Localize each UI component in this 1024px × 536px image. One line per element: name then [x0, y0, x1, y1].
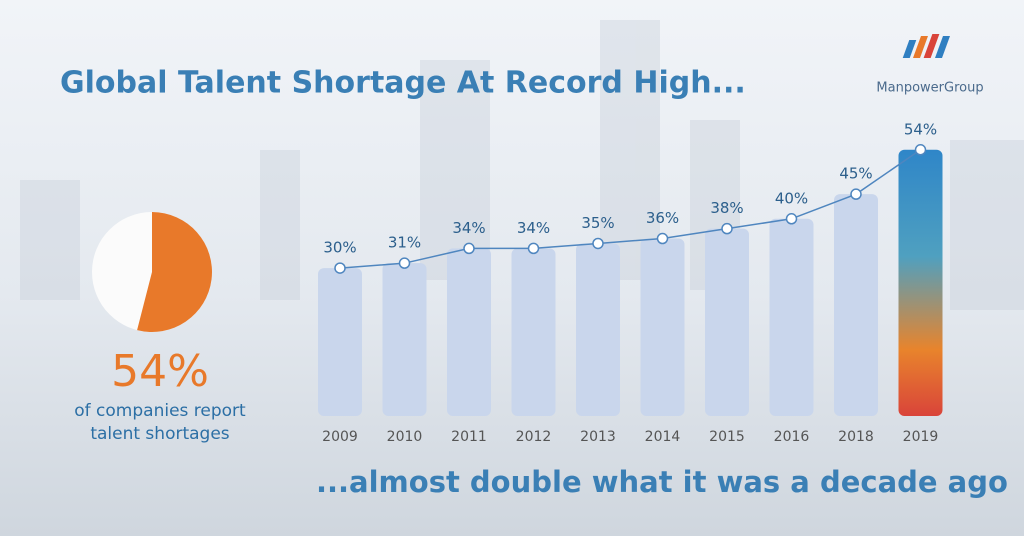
- x-tick-label: 2015: [709, 429, 745, 445]
- caption: of companies report: [74, 401, 246, 421]
- x-tick-label: 2009: [322, 429, 358, 445]
- highlight-value: 54%: [111, 346, 209, 397]
- value-label: 34%: [452, 219, 485, 237]
- x-tick-label: 2012: [516, 429, 552, 445]
- bar: [898, 149, 943, 416]
- value-label: 38%: [710, 199, 743, 217]
- x-tick-label: 2016: [774, 429, 810, 445]
- point: [721, 222, 733, 235]
- value-label: 35%: [581, 214, 614, 232]
- bar: [511, 248, 556, 416]
- value-label: 54%: [904, 120, 937, 138]
- bar: [705, 228, 749, 416]
- bar: [576, 243, 620, 416]
- point: [463, 242, 475, 255]
- point: [527, 242, 540, 255]
- point: [850, 188, 862, 200]
- point: [398, 257, 411, 269]
- bar: [834, 194, 878, 416]
- chart-title: Global Talent Shortage At Record High...: [60, 66, 746, 101]
- value-label: 36%: [646, 209, 679, 227]
- caption: talent shortages: [90, 424, 229, 444]
- bar: [318, 268, 362, 416]
- value-label: 40%: [775, 189, 808, 207]
- trend-line: [339, 149, 921, 269]
- x-tick-label: 2014: [645, 429, 681, 445]
- bar: [769, 218, 814, 416]
- x-tick-label: 2011: [451, 429, 487, 445]
- subtitle: ...almost double what it was a decade ag…: [316, 465, 1008, 499]
- point: [592, 237, 604, 250]
- point: [334, 262, 346, 274]
- bar: [640, 238, 685, 416]
- value-label: 45%: [839, 165, 872, 183]
- point: [785, 213, 798, 225]
- bar: [447, 248, 491, 416]
- x-tick-label: 2010: [387, 429, 423, 445]
- value-label: 34%: [517, 219, 550, 237]
- point: [656, 232, 669, 245]
- value-label: 31%: [388, 234, 421, 252]
- logo: [902, 34, 951, 58]
- point: [914, 144, 927, 156]
- x-tick-label: 2018: [838, 429, 874, 445]
- pie-slice: [137, 212, 212, 332]
- brand: ManpowerGroup: [876, 81, 983, 96]
- x-tick-label: 2013: [580, 429, 616, 445]
- x-tick-label: 2019: [903, 429, 939, 445]
- bar: [382, 263, 427, 416]
- value-label: 30%: [323, 239, 356, 257]
- skyline: [20, 20, 1024, 310]
